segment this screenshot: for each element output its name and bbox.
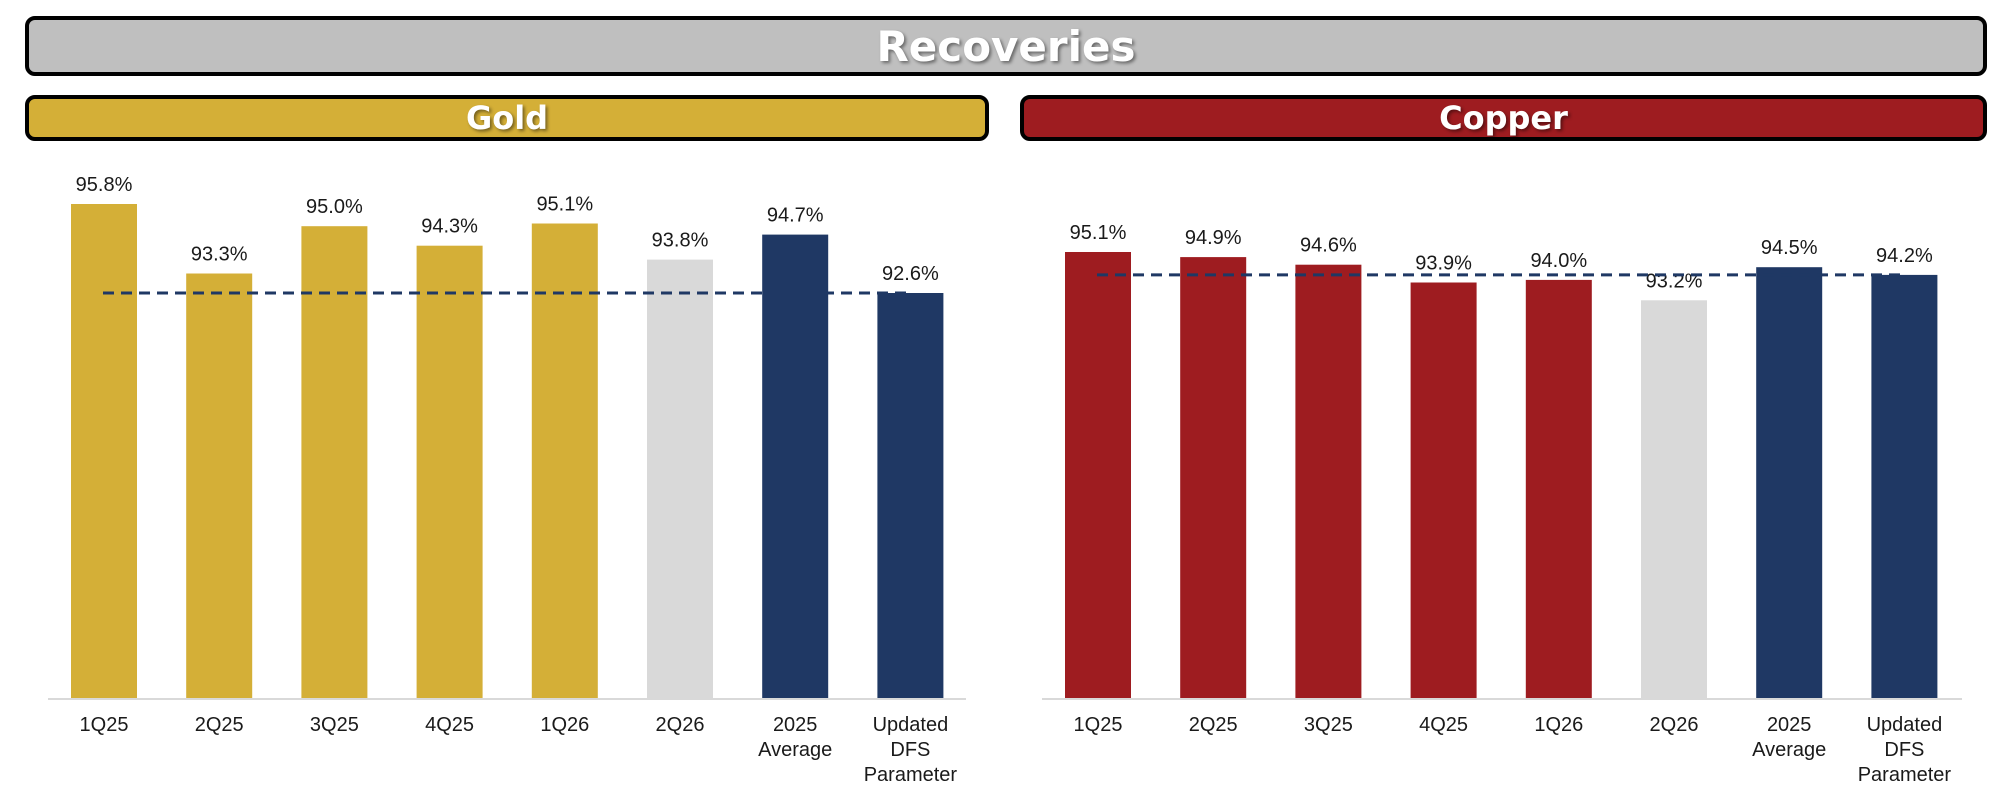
copper-category-label-5: 1Q26 [1534, 714, 1583, 736]
copper-category-label-7-line-2: Average [1752, 739, 1826, 761]
gold-category-label-6: 2Q26 [656, 714, 705, 736]
gold-bar-6 [647, 259, 713, 699]
copper-bar-3 [1295, 264, 1362, 699]
gold-value-label-1: 95.8% [76, 174, 133, 196]
copper-category-label-2: 2Q25 [1189, 714, 1238, 736]
copper-title: Copper [1439, 99, 1568, 137]
gold-banner: Gold [25, 95, 989, 141]
gold-category-label-7-line-2: Average [758, 739, 832, 761]
gold-value-label-8: 92.6% [882, 263, 939, 285]
gold-bar-8 [877, 293, 944, 699]
gold-category-label-7-line-1: 2025 [773, 714, 818, 736]
copper-value-label-8: 94.2% [1876, 245, 1933, 267]
gold-bar-7 [762, 234, 829, 699]
gold-category-label-8-line-3: Parameter [864, 764, 958, 786]
copper-category-label-3: 3Q25 [1304, 714, 1353, 736]
copper-category-label-7-line-1: 2025 [1767, 714, 1812, 736]
gold-bar-4 [416, 245, 483, 699]
copper-category-label-8-line-1: Updated [1867, 714, 1943, 736]
copper-value-label-7: 94.5% [1761, 237, 1818, 259]
copper-bar-6 [1641, 300, 1707, 699]
copper-value-label-2: 94.9% [1185, 227, 1242, 249]
copper-category-label-8-line-3: Parameter [1858, 764, 1952, 786]
copper-bar-1 [1065, 252, 1131, 699]
gold-bar-5 [531, 223, 598, 699]
copper-value-label-4: 93.9% [1415, 253, 1472, 275]
copper-category-label-6: 2Q26 [1650, 714, 1699, 736]
copper-category-label-8-line-2: DFS [1884, 739, 1924, 761]
copper-category-label-1: 1Q25 [1074, 714, 1123, 736]
copper-value-label-1: 95.1% [1070, 222, 1127, 244]
copper-bar-8 [1871, 274, 1938, 699]
gold-category-label-8-line-2: DFS [890, 739, 930, 761]
gold-category-label-2: 2Q25 [195, 714, 244, 736]
gold-bar-2 [186, 273, 253, 699]
gold-bar-3 [301, 226, 368, 699]
gold-value-label-6: 93.8% [652, 230, 709, 252]
copper-category-label-4: 4Q25 [1419, 714, 1468, 736]
copper-bar-4 [1410, 282, 1477, 699]
gold-value-label-5: 95.1% [536, 194, 593, 216]
recoveries-title: Recoveries [876, 21, 1136, 71]
copper-bar-7 [1756, 267, 1823, 699]
gold-category-label-8-line-1: Updated [873, 714, 949, 736]
gold-category-label-3: 3Q25 [310, 714, 359, 736]
gold-value-label-7: 94.7% [767, 205, 824, 227]
gold-title: Gold [465, 99, 549, 137]
copper-bar-2 [1180, 257, 1247, 699]
gold-value-label-3: 95.0% [306, 196, 363, 218]
recoveries-banner: Recoveries [25, 16, 1987, 76]
copper-value-label-3: 94.6% [1300, 235, 1357, 257]
gold-category-label-5: 1Q26 [540, 714, 589, 736]
gold-bar-1 [71, 204, 137, 699]
copper-bar-5 [1525, 279, 1592, 699]
copper-value-label-5: 94.0% [1530, 250, 1587, 272]
copper-banner: Copper [1020, 95, 1987, 141]
gold-value-label-2: 93.3% [191, 244, 248, 266]
gold-value-label-4: 94.3% [421, 216, 478, 238]
gold-category-label-1: 1Q25 [80, 714, 129, 736]
gold-category-label-4: 4Q25 [425, 714, 474, 736]
